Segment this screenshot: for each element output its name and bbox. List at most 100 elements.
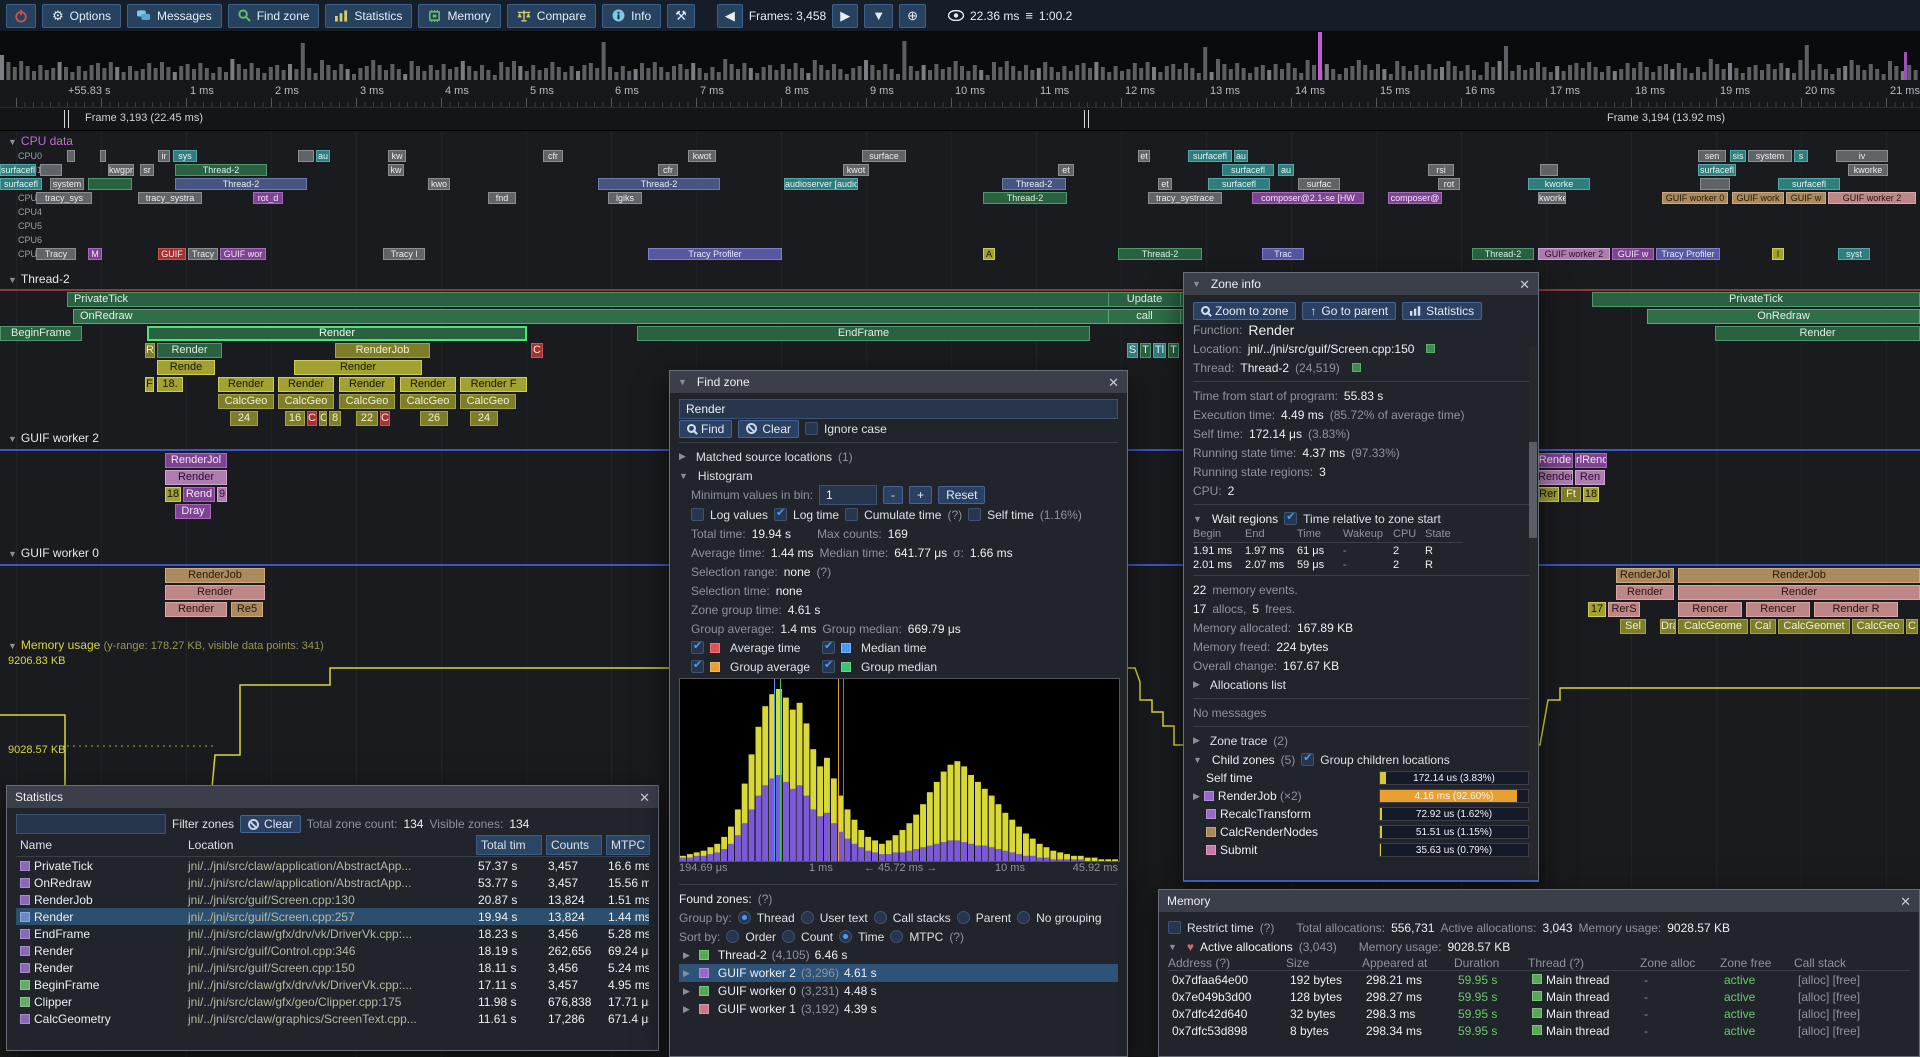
zone-statistics-button[interactable]: Statistics (1402, 301, 1483, 320)
timeline-zone[interactable]: composer@2.1-se [HW (1252, 192, 1364, 204)
timeline-zone[interactable]: CalcGeo (218, 394, 274, 409)
timeline-zone[interactable]: RenderJob (165, 568, 265, 583)
timeline-zone[interactable] (88, 178, 132, 190)
timeline-zone[interactable]: T (1168, 343, 1179, 358)
timeline-zone[interactable]: Rende (157, 360, 215, 375)
timeline-zone[interactable]: C (380, 411, 390, 426)
timeline-zone[interactable]: C (319, 411, 327, 426)
timeline-zone[interactable]: Tracy l (383, 248, 425, 260)
help-marker[interactable]: (?) (1259, 920, 1275, 935)
clear-filter-button[interactable]: Clear (240, 815, 301, 833)
timeline-zone[interactable]: GUIF worker 2 (1538, 248, 1610, 260)
timeline-zone[interactable]: CalcGeo (1852, 619, 1904, 634)
help-marker[interactable]: (?) (816, 564, 832, 579)
filter-zones-input[interactable] (16, 814, 166, 834)
timeline-zone[interactable]: Thread-2 (983, 192, 1067, 204)
source-location[interactable]: jni/../jni/src/guif/Screen.cpp:150 (1247, 341, 1415, 356)
timeline-zone[interactable]: GUIF wor (220, 248, 266, 260)
min-bin-input[interactable] (819, 485, 878, 505)
timeline-zone[interactable]: Render (165, 470, 227, 485)
timeline-zone[interactable]: audioserver [audio (784, 178, 858, 190)
allocations-table-header-cell[interactable]: Zone alloc (1640, 956, 1696, 970)
timeline-zone[interactable]: GUIF worker 2 (1828, 192, 1916, 204)
timeline-zone[interactable]: kwgpr (108, 164, 134, 176)
thread-name[interactable]: Thread-2 (1240, 360, 1290, 375)
timeline-zone[interactable]: system (1748, 150, 1792, 162)
timeline-zone[interactable]: Update (1108, 292, 1181, 307)
timeline-zone[interactable]: Render (218, 377, 274, 392)
log-values-checkbox[interactable] (691, 508, 704, 521)
frame-label-left[interactable]: Frame 3,193 (22.45 ms) (85, 112, 203, 124)
sort-by-radio[interactable] (726, 930, 740, 943)
timeline-zone[interactable]: et (1158, 178, 1172, 190)
timeline-zone[interactable]: tracy_sys (36, 192, 92, 204)
timeline-zone[interactable]: Thread-2 (1472, 248, 1534, 260)
found-zone-group[interactable]: ▶ GUIF worker 2 (3,296) 4.61 s (679, 964, 1118, 982)
timeline-zone[interactable]: surfacefl (1698, 164, 1736, 176)
timeline-zone[interactable]: kwot (688, 150, 716, 162)
timeline-zone[interactable]: et (1058, 164, 1074, 176)
timeline-zone[interactable]: kw (388, 150, 406, 162)
self-time-checkbox[interactable] (968, 508, 982, 521)
timeline-zone[interactable]: l (1772, 248, 1784, 260)
timeline-zone[interactable]: R (145, 343, 155, 358)
col-location[interactable]: Location (188, 838, 234, 852)
timeline-zone[interactable]: Render (165, 585, 265, 600)
timeline-zone[interactable]: RenderJob (335, 343, 430, 358)
child-zone-row[interactable]: Self time 172.14 us (3.83%) (1193, 769, 1529, 787)
goto-frame-button[interactable]: ⊕ (899, 3, 926, 28)
timeline-zone[interactable]: et (1138, 150, 1150, 162)
timeline-zone[interactable]: RenderJol (1616, 568, 1674, 583)
log-time-checkbox[interactable] (774, 506, 788, 521)
group-children-checkbox[interactable] (1301, 751, 1315, 766)
timeline-zone[interactable]: rlRend (1575, 453, 1607, 468)
find-zone-histogram-plot[interactable] (679, 678, 1120, 862)
timeline-zone[interactable]: sen (1698, 150, 1726, 162)
statistics-table-row[interactable]: Render jni/../jni/src/guif/Screen.cpp:150… (16, 959, 649, 976)
frame-labels-row[interactable]: Frame 3,193 (22.45 ms) Frame 3,194 (13.9… (0, 108, 1920, 131)
timeline-zone[interactable] (298, 150, 314, 162)
legend-checkbox[interactable] (822, 639, 835, 654)
timeline-zone[interactable]: fnd (488, 192, 516, 204)
allocations-table-header-cell[interactable]: Thread (?) (1528, 956, 1585, 970)
timeline-zone[interactable]: CalcGeo (400, 394, 456, 409)
timeline-zone[interactable]: CalcGeome (1678, 619, 1748, 634)
timeline-zone[interactable]: T (1140, 343, 1151, 358)
help-marker[interactable]: (?) (757, 891, 773, 906)
timeline-zone[interactable]: Render (1616, 585, 1674, 600)
timeline-zone[interactable]: PrivateTick (1592, 292, 1920, 307)
timeline-zone[interactable]: CalcGeo (339, 394, 395, 409)
timeline-zone[interactable]: Render (165, 602, 227, 617)
timeline-zone[interactable]: Dray (175, 504, 211, 519)
power-button[interactable] (6, 3, 36, 28)
timeline-zone[interactable] (40, 164, 62, 176)
wait-regions-toggle[interactable]: ▼Wait regions Time relative to zone star… (1193, 509, 1529, 528)
timeline-zone[interactable]: Tracy Profiler (648, 248, 782, 260)
timeline-zone[interactable]: Render R (1814, 602, 1898, 617)
timeline-zone[interactable]: Trac (1262, 248, 1304, 260)
histogram-toggle[interactable]: ▼ Histogram (679, 468, 753, 483)
timeline-zone[interactable]: kworke (1538, 192, 1566, 204)
timeline-zone[interactable]: surface (862, 150, 906, 162)
timeline-zone[interactable]: Rend (183, 487, 215, 502)
timeline-zone[interactable] (1540, 164, 1558, 176)
timeline-zone[interactable]: GUIF worker 0 (1662, 192, 1728, 204)
memory-usage-graph[interactable] (0, 646, 1920, 806)
timeline-zone[interactable]: C (307, 411, 317, 426)
group-by-radio[interactable] (1017, 911, 1031, 924)
time-ruler[interactable]: +55.83 s 1 ms 2 ms 3 ms 4 ms 5 ms 6 ms 7 ms 8 m… (0, 80, 1920, 108)
min-bin-increment-button[interactable]: + (909, 486, 933, 504)
zone-info-window-title[interactable]: ▼ Zone info ✕ (1184, 273, 1538, 295)
timeline-zone[interactable]: surfac (1298, 178, 1340, 190)
timeline-zone[interactable]: CalcGeomet (1778, 619, 1850, 634)
timeline-zone[interactable]: RerS (1608, 602, 1640, 617)
timeline-zone[interactable]: 18. (157, 377, 183, 392)
timeline-zone[interactable]: Tl (1153, 343, 1166, 358)
timeline-zone[interactable]: GUIF w (1786, 192, 1826, 204)
timeline-zone[interactable]: 16 (285, 411, 305, 426)
timeline-zone[interactable]: Render (1715, 326, 1920, 341)
statistics-table-row[interactable]: BeginFrame jni/../jni/src/claw/gfx/drv/vk… (16, 976, 649, 993)
timeline-zone[interactable]: surfacefl (1222, 164, 1274, 176)
timeline-zone[interactable]: cfr (658, 164, 678, 176)
timeline-zone[interactable]: ir (158, 150, 170, 162)
